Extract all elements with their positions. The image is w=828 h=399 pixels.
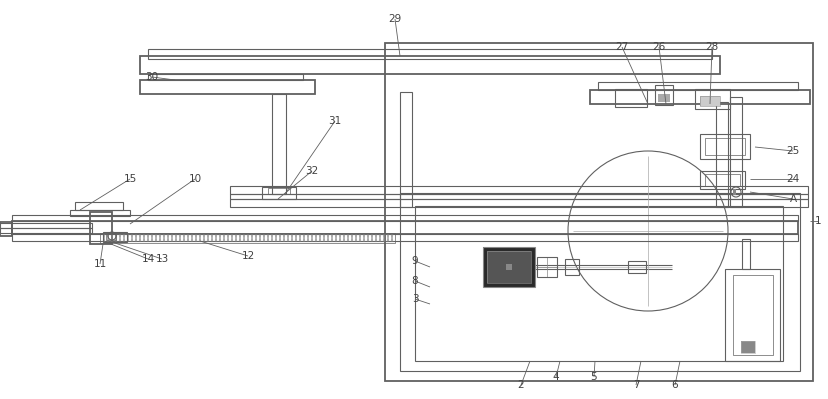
Bar: [732, 189, 735, 195]
Bar: [140, 56, 720, 74]
Bar: [699, 96, 720, 106]
Text: 31: 31: [328, 116, 341, 126]
Bar: [272, 94, 286, 194]
Bar: [699, 96, 720, 106]
Text: 11: 11: [94, 259, 107, 269]
Bar: [415, 206, 782, 361]
Text: 14: 14: [142, 254, 155, 264]
Text: 27: 27: [614, 42, 628, 52]
Text: 6: 6: [671, 380, 677, 390]
Text: 5: 5: [590, 372, 597, 382]
Text: 7: 7: [632, 380, 638, 390]
Bar: [148, 49, 711, 59]
Bar: [614, 89, 646, 107]
Bar: [654, 85, 672, 105]
Bar: [400, 92, 412, 207]
Bar: [12, 215, 797, 221]
Bar: [486, 251, 531, 283]
Text: 30: 30: [145, 72, 158, 82]
Bar: [694, 89, 729, 109]
Text: 2: 2: [517, 380, 523, 390]
Text: 29: 29: [388, 14, 401, 24]
Text: 8: 8: [412, 276, 418, 286]
Text: 13: 13: [155, 254, 168, 264]
Bar: [505, 264, 512, 270]
Bar: [483, 247, 534, 287]
Bar: [100, 233, 394, 243]
Bar: [384, 43, 812, 381]
Bar: [590, 90, 809, 104]
Bar: [75, 202, 123, 210]
Bar: [106, 234, 116, 240]
Bar: [740, 341, 754, 353]
Bar: [740, 341, 754, 353]
Bar: [0, 223, 92, 228]
Bar: [229, 194, 807, 199]
Bar: [12, 234, 797, 241]
Bar: [400, 193, 799, 371]
Text: 9: 9: [412, 256, 418, 266]
Bar: [103, 232, 127, 242]
Bar: [565, 259, 578, 275]
Bar: [0, 222, 12, 236]
Bar: [732, 275, 772, 355]
Bar: [657, 94, 669, 102]
Bar: [140, 80, 315, 94]
Bar: [70, 210, 130, 216]
Bar: [704, 138, 744, 155]
Text: A: A: [788, 194, 796, 204]
Bar: [699, 171, 744, 189]
Bar: [12, 221, 797, 234]
Bar: [628, 261, 645, 273]
Bar: [0, 228, 92, 233]
Text: 28: 28: [705, 42, 718, 52]
Bar: [229, 199, 807, 207]
Bar: [597, 82, 797, 90]
Text: 32: 32: [305, 166, 318, 176]
Bar: [715, 102, 727, 207]
Text: 3: 3: [412, 294, 418, 304]
Text: 15: 15: [123, 174, 137, 184]
Bar: [486, 251, 531, 283]
Text: 10: 10: [188, 174, 201, 184]
Text: 25: 25: [786, 146, 799, 156]
Bar: [699, 134, 749, 159]
Bar: [741, 239, 749, 269]
Bar: [229, 186, 807, 194]
Bar: [724, 269, 779, 361]
Bar: [262, 187, 296, 199]
Bar: [729, 97, 741, 207]
Text: 24: 24: [786, 174, 799, 184]
Bar: [483, 247, 534, 287]
Bar: [537, 257, 556, 277]
Bar: [267, 188, 290, 194]
Bar: [148, 74, 303, 80]
Text: 4: 4: [552, 372, 559, 382]
Text: 1: 1: [814, 216, 821, 226]
Bar: [704, 174, 739, 186]
Text: 12: 12: [241, 251, 254, 261]
Text: 26: 26: [652, 42, 665, 52]
Bar: [90, 212, 112, 244]
